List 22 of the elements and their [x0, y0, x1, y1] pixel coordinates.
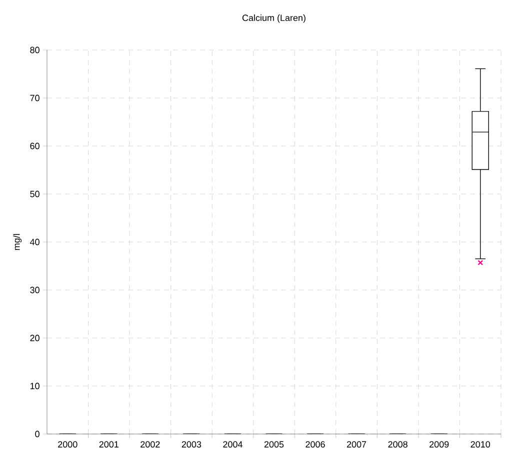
x-tick-label: 2007 [346, 441, 366, 448]
y-tick-label: 50 [30, 190, 40, 198]
x-tick-label: 2004 [223, 441, 242, 448]
y-tick-label: 20 [30, 334, 40, 342]
y-tick-label: 60 [30, 142, 40, 150]
x-tick-label: 2002 [140, 441, 160, 448]
x-tick-label: 2001 [99, 441, 118, 448]
x-tick-label: 2006 [306, 441, 325, 448]
y-tick-label: 80 [30, 46, 40, 54]
x-tick-label: 2009 [430, 441, 449, 448]
x-tick-label: 2008 [388, 441, 408, 448]
y-tick-label: 10 [30, 382, 40, 390]
x-tick-label: 2003 [182, 441, 202, 448]
y-axis-title: mg/l [13, 234, 22, 250]
y-tick-label: 40 [30, 238, 40, 246]
x-tick-label: 2005 [264, 441, 284, 448]
y-tick-label: 30 [30, 286, 40, 294]
y-tick-label: 0 [35, 430, 40, 438]
y-tick-label: 70 [30, 94, 40, 102]
x-tick-label: 2000 [58, 441, 78, 448]
chart-title: Calcium (Laren) [242, 14, 306, 23]
x-tick-label: 2010 [470, 441, 490, 448]
